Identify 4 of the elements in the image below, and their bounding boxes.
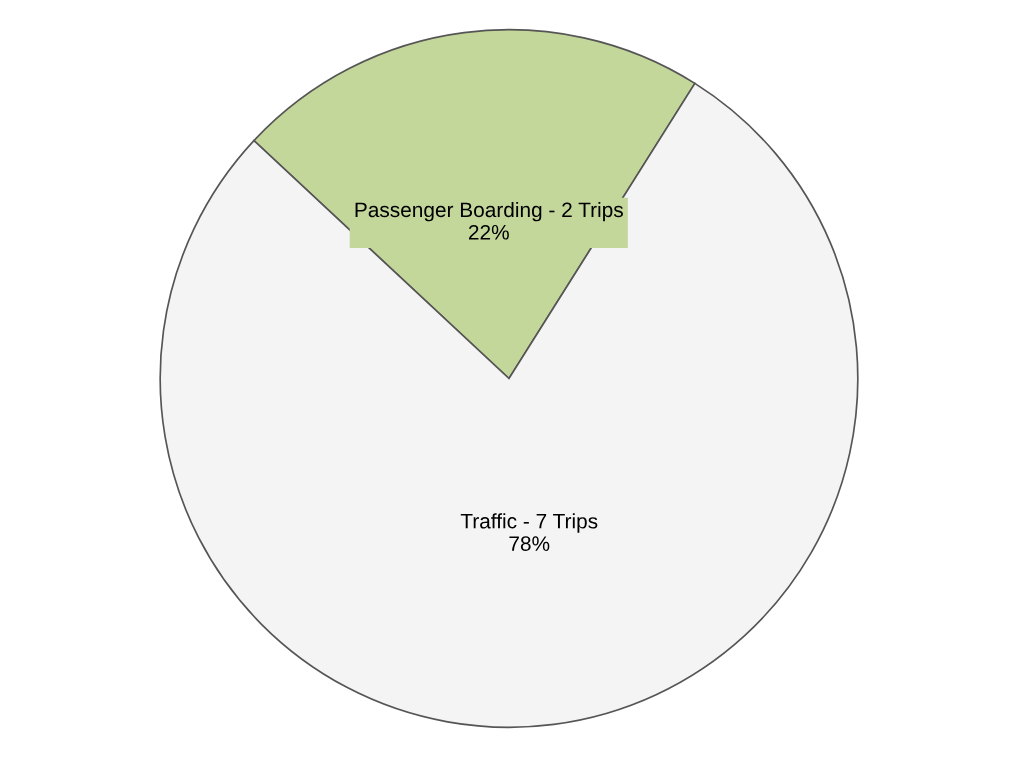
- slice-label: Passenger Boarding - 2 Trips: [355, 201, 623, 222]
- slice-label: Traffic - 7 Trips: [460, 513, 598, 533]
- data-label: 22%: [468, 224, 509, 240]
- data-label: 78%: [509, 536, 550, 551]
